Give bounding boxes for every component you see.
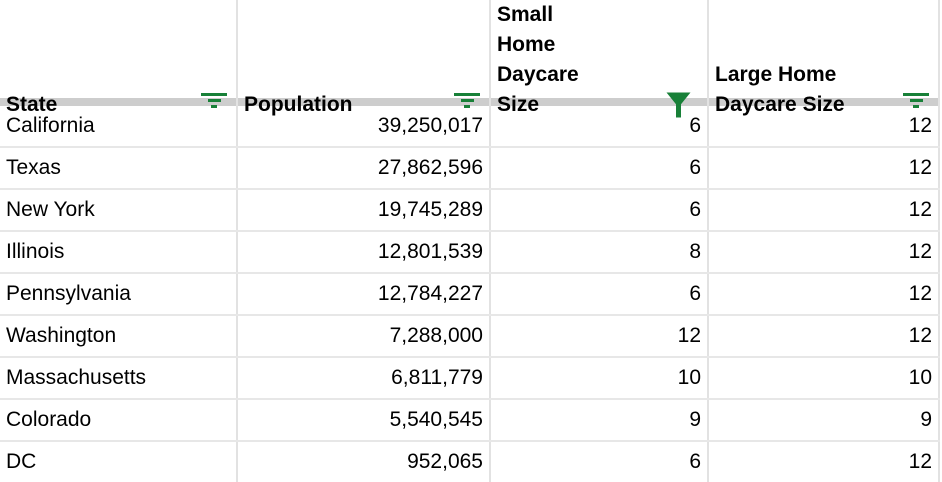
cell-population[interactable]: 39,250,017 xyxy=(236,106,489,146)
cell-small-home-daycare-size[interactable]: 12 xyxy=(489,316,707,356)
cell-large-home-daycare-size[interactable]: 12 xyxy=(707,316,940,356)
cell-small-home-daycare-size[interactable]: 10 xyxy=(489,358,707,398)
cell-population[interactable]: 6,811,779 xyxy=(236,358,489,398)
cell-large-home-daycare-size[interactable]: 12 xyxy=(707,106,940,146)
filter-funnel-icon[interactable] xyxy=(666,92,691,118)
table-row: Illinois 12,801,539 8 12 xyxy=(0,232,940,274)
table-body: California 39,250,017 6 12 Texas 27,862,… xyxy=(0,106,940,482)
table-row: New York 19,745,289 6 12 xyxy=(0,190,940,232)
column-header-small-home-daycare-size[interactable]: Small Home Daycare Size xyxy=(489,0,707,124)
cell-state[interactable]: Colorado xyxy=(6,408,92,431)
cell-small-home-daycare-size[interactable]: 8 xyxy=(489,232,707,272)
cell-state[interactable]: Massachusetts xyxy=(6,366,147,389)
cell-small-home-daycare-size[interactable]: 6 xyxy=(489,274,707,314)
column-header-label: Small Home Daycare Size xyxy=(497,3,579,116)
table-row: Colorado 5,540,545 9 9 xyxy=(0,400,940,442)
cell-state[interactable]: California xyxy=(6,114,95,137)
column-header-label: State xyxy=(6,93,58,116)
cell-small-home-daycare-size[interactable]: 6 xyxy=(489,190,707,230)
filter-lines-icon[interactable] xyxy=(201,93,227,108)
cell-small-home-daycare-size[interactable]: 9 xyxy=(489,400,707,440)
cell-small-home-daycare-size[interactable]: 6 xyxy=(489,442,707,482)
column-header-large-home-daycare-size[interactable]: Large Home Daycare Size xyxy=(707,0,940,124)
table-row: Texas 27,862,596 6 12 xyxy=(0,148,940,190)
cell-state[interactable]: Washington xyxy=(6,324,117,347)
column-header-state[interactable]: State xyxy=(0,0,236,124)
table-row: Pennsylvania 12,784,227 6 12 xyxy=(0,274,940,316)
column-header-population[interactable]: Population xyxy=(236,0,489,124)
cell-small-home-daycare-size[interactable]: 6 xyxy=(489,148,707,188)
cell-large-home-daycare-size[interactable]: 10 xyxy=(707,358,940,398)
cell-population[interactable]: 952,065 xyxy=(236,442,489,482)
cell-small-home-daycare-size[interactable]: 6 xyxy=(489,106,707,146)
cell-population[interactable]: 19,745,289 xyxy=(236,190,489,230)
column-header-label: Population xyxy=(244,93,353,116)
cell-large-home-daycare-size[interactable]: 12 xyxy=(707,190,940,230)
cell-large-home-daycare-size[interactable]: 9 xyxy=(707,400,940,440)
cell-population[interactable]: 27,862,596 xyxy=(236,148,489,188)
filter-lines-icon[interactable] xyxy=(454,93,480,108)
frozen-row-divider xyxy=(0,98,940,106)
column-header-label: Large Home Daycare Size xyxy=(715,63,845,116)
cell-large-home-daycare-size[interactable]: 12 xyxy=(707,232,940,272)
cell-population[interactable]: 5,540,545 xyxy=(236,400,489,440)
cell-population[interactable]: 12,784,227 xyxy=(236,274,489,314)
table-row: Washington 7,288,000 12 12 xyxy=(0,316,940,358)
table-header-row: State Population Small Home Daycare Size… xyxy=(0,0,940,124)
cell-large-home-daycare-size[interactable]: 12 xyxy=(707,442,940,482)
table-row: Massachusetts 6,811,779 10 10 xyxy=(0,358,940,400)
cell-large-home-daycare-size[interactable]: 12 xyxy=(707,274,940,314)
cell-population[interactable]: 12,801,539 xyxy=(236,232,489,272)
cell-state[interactable]: Illinois xyxy=(6,240,65,263)
cell-state[interactable]: New York xyxy=(6,198,95,221)
cell-state[interactable]: DC xyxy=(6,450,37,473)
table-row: California 39,250,017 6 12 xyxy=(0,106,940,148)
cell-large-home-daycare-size[interactable]: 12 xyxy=(707,148,940,188)
cell-state[interactable]: Texas xyxy=(6,156,61,179)
filter-lines-icon[interactable] xyxy=(903,93,929,108)
cell-state[interactable]: Pennsylvania xyxy=(6,282,131,305)
table-row: DC 952,065 6 12 xyxy=(0,442,940,482)
cell-population[interactable]: 7,288,000 xyxy=(236,316,489,356)
